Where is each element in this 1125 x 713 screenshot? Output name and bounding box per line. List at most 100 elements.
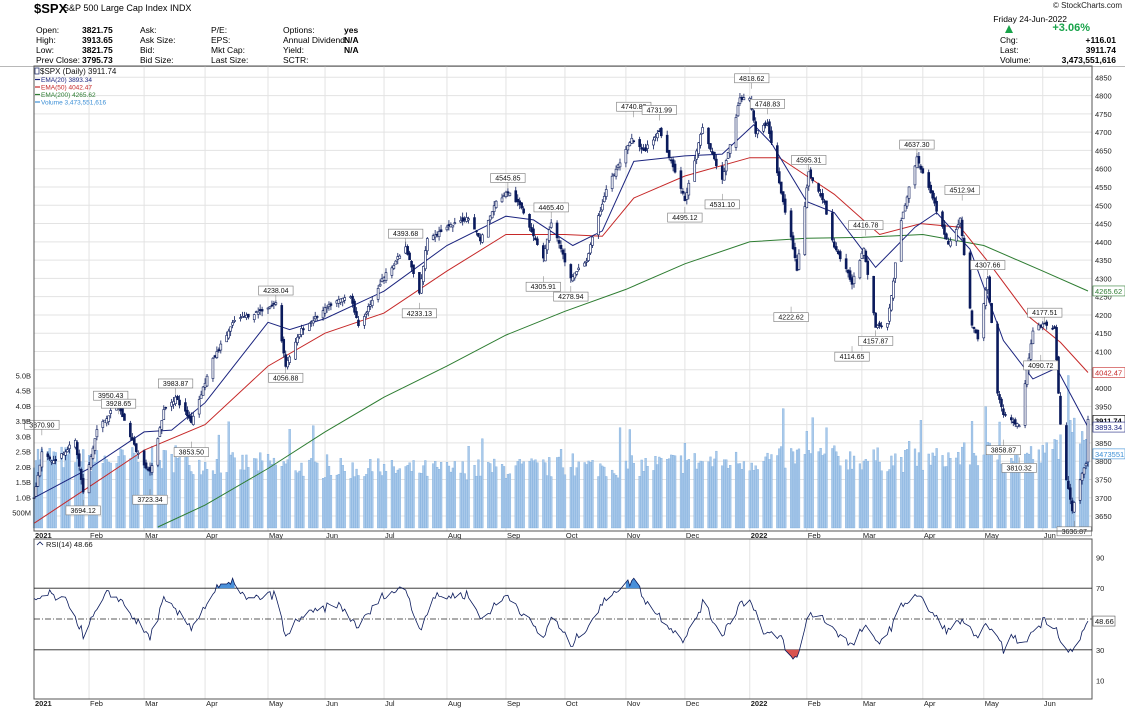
candle-body	[252, 314, 256, 320]
candle-body	[701, 127, 704, 134]
volume-bar	[1083, 439, 1086, 529]
price-tick-label: 4650	[1095, 146, 1112, 155]
candle-body	[547, 229, 551, 241]
candle-body	[321, 310, 325, 319]
candle-body	[134, 443, 138, 452]
volume-bar	[473, 465, 476, 529]
end-value-label: 4042.47	[1095, 369, 1122, 378]
annotation-box	[173, 447, 209, 457]
candlestick	[384, 268, 388, 284]
volume-bar	[589, 462, 592, 529]
annotation-box	[1001, 463, 1037, 473]
candlestick	[768, 119, 771, 139]
candle-body	[559, 244, 563, 250]
quote-header: $SPX S&P 500 Large Cap Index INDX Open: …	[0, 0, 1125, 67]
volume-bar	[426, 475, 429, 529]
annotation-label: 4465.40	[539, 205, 564, 212]
open-value: 3821.75	[82, 25, 113, 35]
volume-bar	[36, 448, 40, 529]
candle-body	[1069, 487, 1072, 500]
candle-body	[1080, 472, 1084, 481]
end-value-box	[1092, 448, 1125, 460]
volume-bar	[616, 477, 620, 529]
candlestick	[176, 394, 179, 401]
change-percent: +3.06%	[1052, 22, 1090, 34]
bid-label: Bid:	[140, 45, 155, 55]
candlestick	[913, 165, 917, 189]
annotation-box	[1023, 360, 1059, 371]
volume-bar	[959, 464, 962, 529]
candlestick	[903, 203, 907, 212]
candle-body	[864, 250, 868, 263]
volume-bar	[1051, 449, 1054, 529]
volume-bar	[343, 470, 346, 529]
candlestick	[929, 181, 932, 194]
volume-bar	[377, 458, 380, 529]
candlestick	[833, 238, 836, 249]
volume-bar	[605, 476, 608, 529]
candlestick	[640, 143, 643, 154]
volume-bar	[502, 466, 506, 529]
ema20-layer	[33, 124, 1089, 499]
candlestick	[858, 259, 862, 280]
candlestick	[205, 374, 209, 388]
candle-body	[286, 360, 289, 368]
x-tick-label: 2021	[35, 531, 52, 540]
candle-body	[821, 193, 824, 201]
candlestick	[831, 209, 834, 243]
candlestick	[433, 229, 437, 242]
candle-body	[860, 252, 864, 259]
volume-bar	[892, 465, 895, 529]
candle-body	[901, 211, 905, 220]
volume-bar	[217, 434, 220, 529]
candle-body	[81, 477, 85, 493]
volume-bar	[353, 476, 356, 529]
candle-body	[77, 453, 81, 467]
candle-body	[376, 288, 380, 300]
candlestick	[547, 226, 551, 243]
candlestick	[506, 188, 510, 197]
candle-body	[874, 312, 877, 328]
candle-body	[107, 415, 111, 422]
prev-close-label: Prev Close:	[36, 55, 80, 65]
candle-body	[1067, 480, 1070, 489]
candle-body	[671, 159, 675, 168]
candle-body	[1031, 330, 1035, 345]
candlestick	[60, 453, 63, 460]
volume-bar	[764, 456, 767, 529]
volume-bar	[591, 460, 594, 529]
candlestick	[577, 263, 580, 272]
legend-entry: EMA(200) 4265.62	[41, 92, 96, 99]
volume-bar	[184, 457, 187, 529]
volume-bar	[367, 468, 370, 529]
candlestick	[311, 316, 315, 327]
candle-body	[557, 240, 561, 244]
volume-bar	[921, 469, 924, 529]
candle-body	[520, 202, 523, 209]
candlestick	[215, 346, 219, 360]
volume-bar	[852, 455, 856, 529]
candle-body	[563, 253, 567, 263]
candlestick	[431, 233, 435, 241]
volume-bar	[658, 456, 661, 529]
candlestick	[87, 461, 91, 494]
volume-bar	[1000, 463, 1003, 529]
candlestick	[585, 257, 588, 267]
candle-body	[121, 408, 124, 418]
volume-bar	[245, 454, 248, 529]
annotation-box	[734, 73, 770, 84]
rsi-x-tick-label: Dec	[686, 699, 700, 708]
volume-bar	[544, 462, 547, 529]
candlestick	[599, 206, 602, 217]
candlestick	[1065, 422, 1068, 481]
volume-bar	[1055, 439, 1058, 529]
candle-body	[64, 451, 67, 456]
volume-bar	[522, 461, 525, 529]
candlestick	[935, 196, 938, 215]
volume-tick-label: 4.5B	[16, 387, 31, 396]
price-annotation: 4818.62	[734, 73, 770, 89]
candle-body	[656, 133, 659, 139]
candle-body	[913, 165, 917, 186]
volume-bar	[66, 454, 69, 529]
candlestick	[91, 445, 95, 460]
